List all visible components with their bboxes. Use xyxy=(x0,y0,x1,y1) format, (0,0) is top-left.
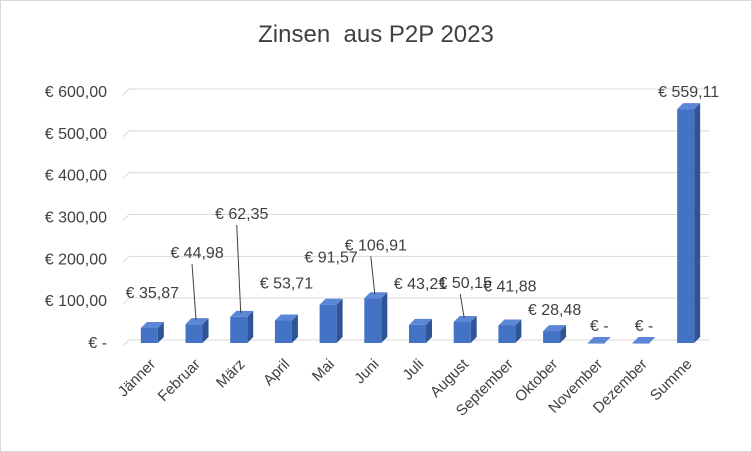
category-label: Februar xyxy=(155,356,204,405)
bar-top xyxy=(140,321,164,328)
leader-line xyxy=(370,256,376,295)
data-label: € 62,35 xyxy=(215,206,268,223)
bar-side xyxy=(336,298,343,343)
y-tick-label: € 400,00 xyxy=(45,168,107,185)
bar-side xyxy=(426,318,432,343)
bar-top xyxy=(230,310,254,317)
category-label: April xyxy=(260,356,293,389)
bar-top xyxy=(409,318,432,325)
data-label: € 41,88 xyxy=(483,278,536,295)
bar xyxy=(364,298,382,343)
category-label: März xyxy=(213,356,249,392)
bar-side xyxy=(202,318,209,343)
gridline xyxy=(122,130,709,138)
y-tick-label: € 300,00 xyxy=(45,210,107,227)
bar-side xyxy=(470,316,477,343)
bar xyxy=(274,320,292,343)
gridline xyxy=(122,214,709,221)
data-label: € 559,11 xyxy=(658,84,719,101)
leader-line xyxy=(191,264,197,321)
bar xyxy=(453,322,471,343)
y-tick-label: € 200,00 xyxy=(45,251,107,268)
bar xyxy=(409,324,426,343)
data-label: € 44,98 xyxy=(170,245,223,262)
bar-top xyxy=(632,337,656,343)
data-label: € - xyxy=(635,318,654,335)
bar xyxy=(632,343,650,344)
bar xyxy=(140,327,158,343)
bar-side xyxy=(157,321,164,343)
bar-top xyxy=(587,337,611,343)
bar xyxy=(230,316,248,343)
bar-top xyxy=(498,319,522,326)
category-label: Juli xyxy=(399,356,427,384)
y-tick-label: € 500,00 xyxy=(45,126,107,143)
gridline xyxy=(122,88,709,96)
bar-top xyxy=(543,325,567,332)
data-label: € 35,87 xyxy=(126,285,179,302)
data-label: € - xyxy=(590,318,609,335)
bar xyxy=(498,325,516,343)
y-tick-label: € 600,00 xyxy=(45,84,107,101)
bar-top xyxy=(274,314,298,321)
bar-side xyxy=(381,292,388,343)
bar-side xyxy=(291,314,298,343)
bar-side xyxy=(515,319,522,343)
bar xyxy=(319,304,337,343)
category-label: Summe xyxy=(647,356,696,405)
gridline xyxy=(122,297,709,305)
bar xyxy=(543,331,561,343)
leader-line xyxy=(236,224,242,313)
bar-side xyxy=(694,103,701,343)
gridline xyxy=(122,255,709,263)
data-label: € 106,91 xyxy=(345,237,407,254)
data-label: € 28,48 xyxy=(528,302,581,319)
bar-top xyxy=(185,318,209,325)
bar-side xyxy=(247,310,254,343)
bar-side xyxy=(560,325,567,343)
leader-line xyxy=(459,293,465,319)
y-tick-label: € - xyxy=(88,335,107,352)
gridline xyxy=(122,172,709,180)
category-label: Mai xyxy=(309,356,338,385)
y-tick-label: € 100,00 xyxy=(45,293,107,310)
data-label: € 53,71 xyxy=(260,276,313,293)
chart-title: Zinsen aus P2P 2023 xyxy=(258,21,494,48)
category-label: Juni xyxy=(351,356,382,387)
bar-top xyxy=(319,298,343,305)
bar-top xyxy=(677,103,701,110)
bar xyxy=(185,324,203,343)
bar-top xyxy=(364,292,388,299)
bar xyxy=(587,343,605,344)
category-label: Jänner xyxy=(115,356,159,400)
data-label: € 43,21 xyxy=(394,276,447,293)
data-label: € 50,15 xyxy=(438,275,491,292)
data-label: € 91,57 xyxy=(304,250,357,267)
bar-top xyxy=(453,316,477,323)
bar xyxy=(677,109,695,343)
